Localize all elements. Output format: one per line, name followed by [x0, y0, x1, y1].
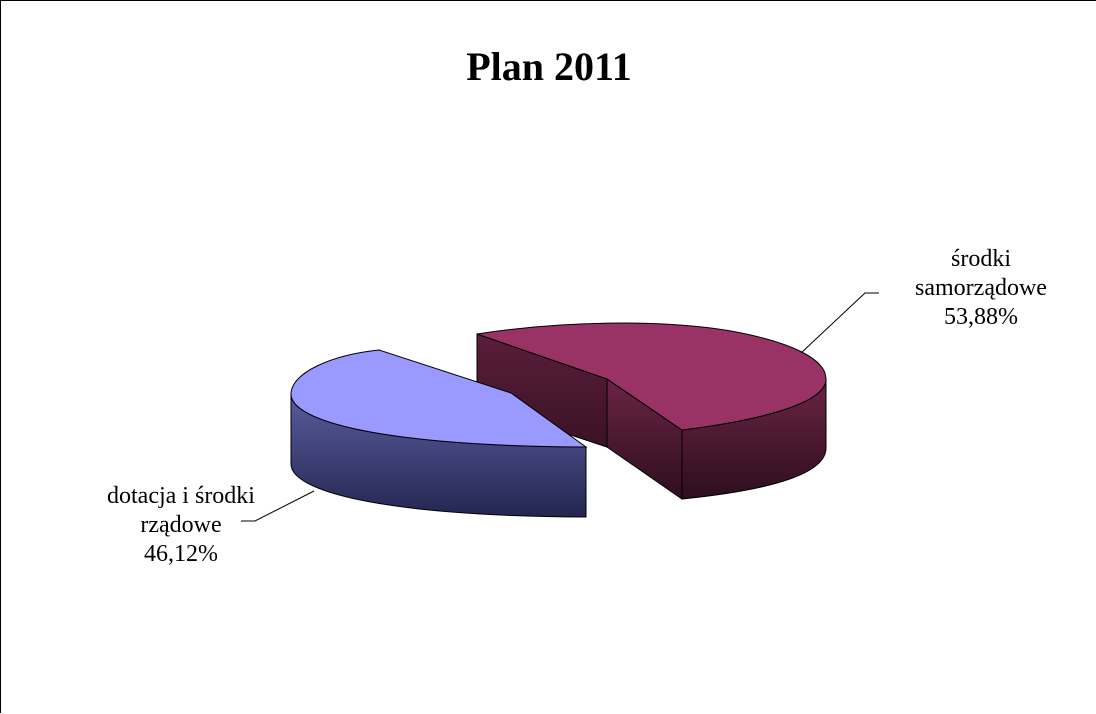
data-label-srodki-samorzadowe: środki samorządowe 53,88% [881, 245, 1081, 332]
data-label-value: 46,12% [144, 541, 218, 567]
data-label-name-line-1: środki [951, 246, 1011, 272]
leader-line-srodki-samorzadowe [800, 292, 879, 354]
data-label-value: 53,88% [944, 304, 1018, 330]
slice-top [476, 322, 827, 431]
data-label-dotacja-i-srodki-rzadowe: dotacja i środki rządowe 46,12% [61, 482, 301, 569]
data-label-name-line-1: dotacja i środki [107, 483, 255, 509]
chart-title: Plan 2011 [466, 44, 632, 89]
pie-slice-srodki-samorzadowe [476, 322, 827, 500]
data-label-name-line-2: rządowe [140, 512, 222, 538]
slice-top [290, 349, 588, 448]
pie-slice-dotacja-i-srodki-rzadowe [290, 349, 588, 518]
data-label-name-line-2: samorządowe [915, 275, 1047, 301]
leader-line-dotacja-i-srodki-rzadowe [241, 490, 315, 522]
